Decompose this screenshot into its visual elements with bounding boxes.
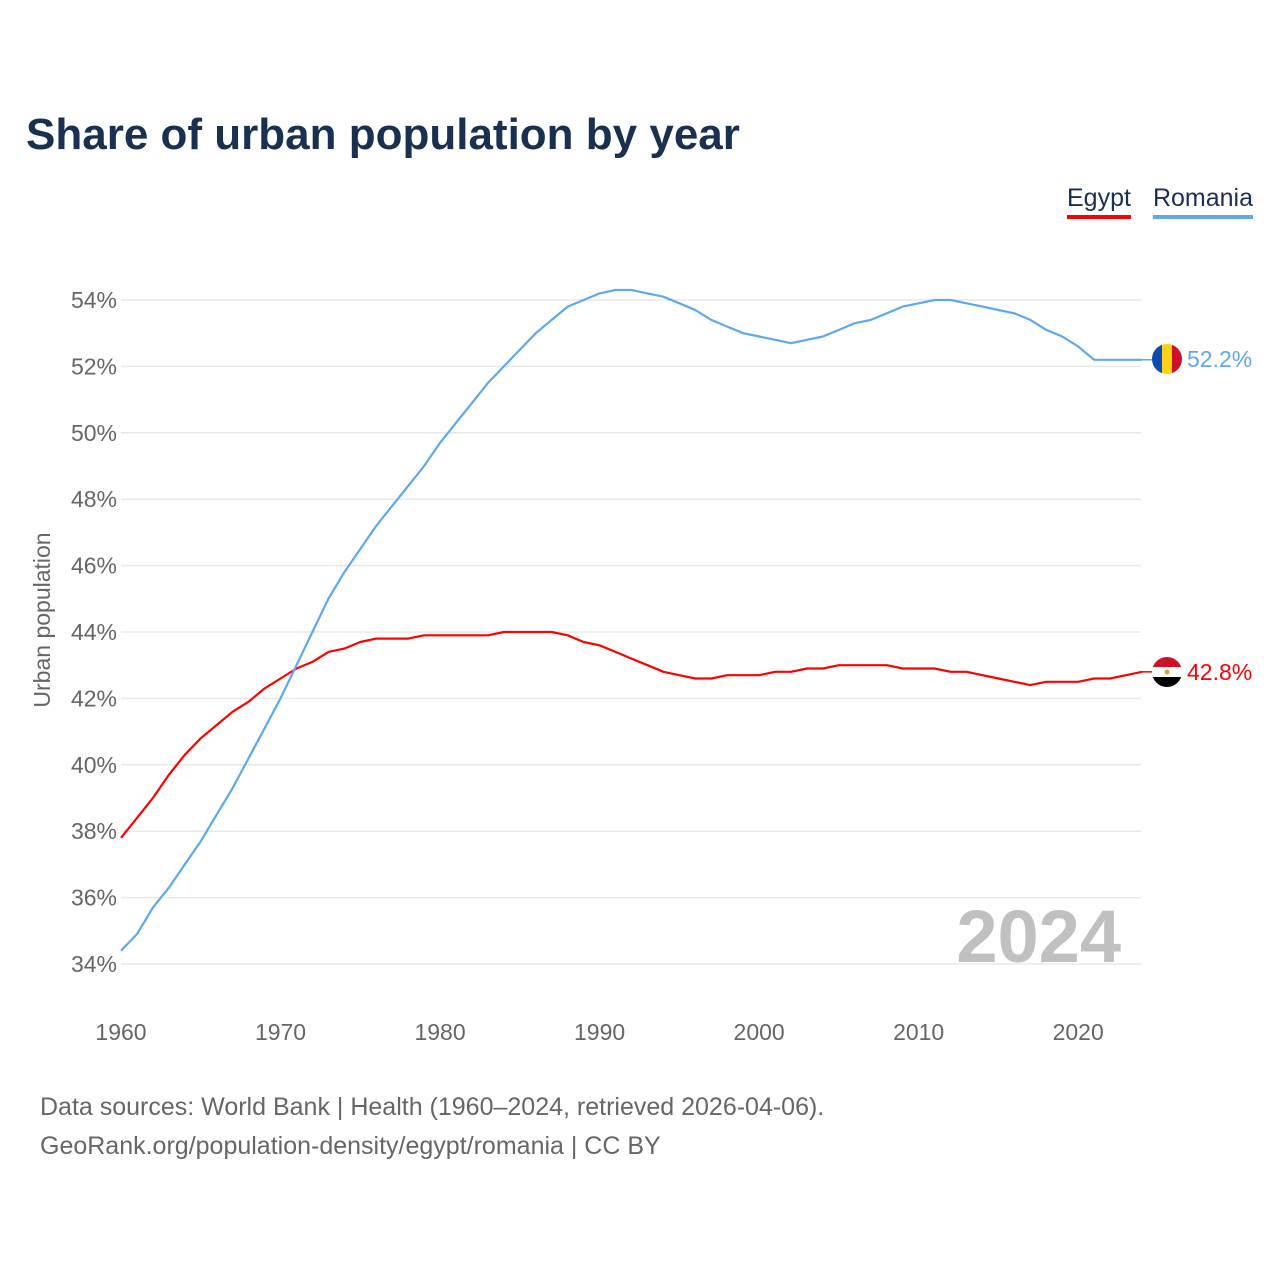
series-line-egypt <box>120 630 1143 839</box>
footer: Data sources: World Bank | Health (1960–… <box>40 1088 824 1166</box>
legend-item-romania[interactable]: Romania <box>1152 184 1253 219</box>
y-tick-label: 36% <box>71 885 117 911</box>
y-tick-label: 34% <box>71 951 117 977</box>
egypt-end-label: 42.8% <box>1187 659 1252 685</box>
y-tick-label: 48% <box>71 486 117 512</box>
x-tick-label: 2010 <box>893 1019 944 1045</box>
x-tick-label: 1990 <box>574 1019 625 1045</box>
y-tick-label: 44% <box>71 619 117 645</box>
y-axis-label: Urban population <box>29 532 55 707</box>
legend-item-egypt[interactable]: Egypt <box>1067 184 1131 219</box>
romania-end-label: 52.2% <box>1187 346 1252 372</box>
y-tick-label: 52% <box>71 353 117 379</box>
chart-title: Share of urban population by year <box>26 110 740 159</box>
series-line-romania <box>120 288 1142 952</box>
x-axis-ticks: 1960 1970 1980 1990 2000 2010 2020 <box>95 1019 1103 1045</box>
source-link[interactable]: GeoRank.org/population-density/egypt/rom… <box>40 1132 661 1160</box>
y-tick-label: 40% <box>71 752 117 778</box>
x-tick-label: 2020 <box>1053 1019 1104 1045</box>
data-source-text: Data sources: World Bank | Health (1960–… <box>40 1093 825 1121</box>
y-tick-label: 50% <box>71 420 117 446</box>
x-tick-label: 2000 <box>734 1019 785 1045</box>
romania-flag-icon <box>1152 344 1182 374</box>
series-lines <box>120 288 1152 952</box>
x-tick-label: 1970 <box>255 1019 306 1045</box>
y-tick-label: 38% <box>71 818 117 844</box>
x-tick-label: 1960 <box>95 1019 146 1045</box>
x-tick-label: 1980 <box>414 1019 465 1045</box>
y-tick-label: 42% <box>71 685 117 711</box>
legend: Egypt Romania <box>1067 184 1253 219</box>
gridlines <box>121 299 1141 965</box>
egypt-flag-icon <box>1152 657 1182 687</box>
year-watermark: 2024 <box>956 895 1121 978</box>
y-tick-label: 54% <box>71 287 117 313</box>
y-axis-ticks: 34% 36% 38% 40% 42% 44% 46% 48% 50% 52% 54% <box>71 287 117 977</box>
y-tick-label: 46% <box>71 553 117 579</box>
